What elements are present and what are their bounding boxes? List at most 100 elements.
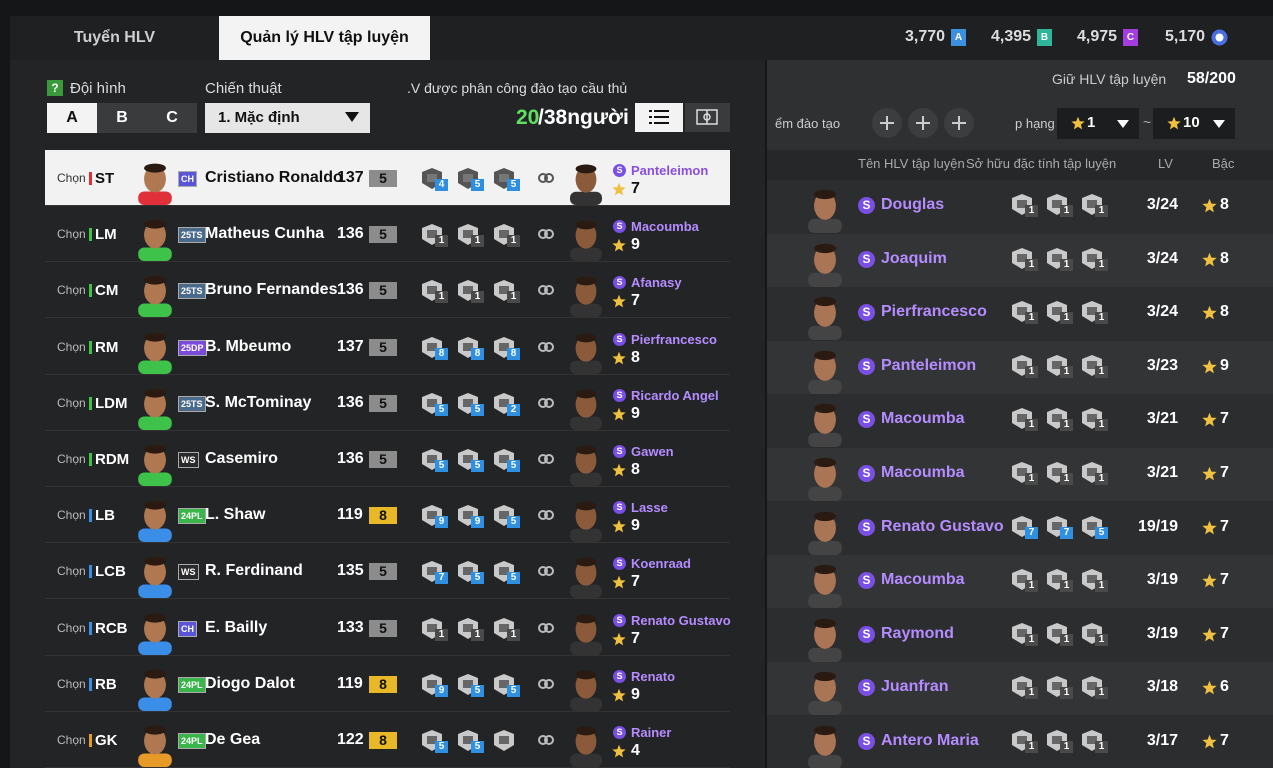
select-label[interactable]: Chọn [57, 733, 86, 747]
formation-button[interactable]: B [97, 103, 147, 133]
season-badge: 24PL [178, 508, 206, 525]
select-label[interactable]: Chọn [57, 620, 86, 635]
class-badge: S [858, 197, 875, 214]
player-row[interactable] [45, 543, 730, 600]
position: RM [95, 338, 119, 356]
coach-lv: 3/24 [1146, 249, 1178, 267]
coach-grade: 7 [631, 629, 640, 647]
coach-name: Afanasy [631, 275, 682, 291]
player-row[interactable] [45, 206, 730, 263]
trait-level: 1 [1060, 205, 1073, 217]
star-icon [612, 238, 626, 252]
coach-grade: 6 [1220, 678, 1229, 696]
level-badge: 5 [369, 394, 397, 412]
class-badge: S [613, 669, 626, 683]
label: Chiến thuật [205, 80, 282, 97]
star-icon [1202, 627, 1217, 642]
currency-amount: 4,975 [1077, 28, 1118, 45]
tab[interactable]: Tuyển HLV [73, 29, 156, 46]
rank-value: 10 [1183, 114, 1200, 131]
trait-level: 1 [1060, 741, 1073, 753]
player-row[interactable] [45, 319, 730, 375]
help-icon[interactable]: ? [47, 80, 63, 96]
select-label[interactable]: Chọn [57, 564, 86, 579]
formation-button[interactable]: A [47, 103, 97, 133]
star-icon [1202, 681, 1217, 695]
trait-level: 7 [1025, 526, 1038, 539]
star-icon [612, 688, 626, 702]
season-badge: WS [178, 564, 199, 581]
player-ovr: 136 [337, 450, 364, 467]
trait-level: 1 [435, 235, 448, 248]
trait-level: 1 [1060, 633, 1073, 646]
select-label[interactable]: Chọn [57, 452, 86, 466]
player-ovr: 122 [337, 731, 364, 748]
star-icon [612, 295, 626, 308]
player-ovr: 135 [337, 562, 364, 580]
player-row[interactable] [45, 487, 730, 544]
position-bar [89, 734, 92, 747]
position-bar [89, 509, 92, 523]
player-ovr: 133 [337, 618, 364, 636]
coach-name: Renato Gustavo [631, 612, 731, 628]
level-badge: 5 [369, 619, 397, 637]
player-row[interactable] [45, 431, 730, 487]
tactic-dropdown[interactable]: 1. Mặc định [205, 103, 370, 133]
player-ovr: 136 [337, 393, 364, 411]
select-label[interactable]: Chọn [57, 171, 86, 185]
avatar [808, 618, 842, 662]
select-label[interactable]: Chọn [57, 508, 86, 523]
select-label[interactable]: Chọn [57, 339, 86, 354]
trait-level: 1 [1025, 687, 1038, 700]
coach-lv: 3/18 [1146, 678, 1178, 696]
plus-icon [952, 116, 966, 130]
currency-icon: B [1037, 29, 1052, 46]
select-label[interactable]: Chọn [57, 227, 86, 242]
select-label[interactable]: Chọn [57, 395, 86, 410]
trait-level: 5 [471, 684, 484, 697]
pitch-icon [696, 109, 718, 125]
avatar [808, 457, 842, 501]
season-badge: 25DP [178, 339, 207, 356]
formation-button[interactable]: C [147, 103, 197, 133]
player-row[interactable] [45, 375, 730, 431]
coach-name: Ricardo Angel [631, 387, 719, 403]
coach-grade: 9 [631, 685, 640, 703]
trait-level: 1 [1025, 419, 1038, 432]
currency-icon [1211, 29, 1228, 46]
avatar [138, 613, 172, 655]
coach-grade: 9 [1220, 356, 1229, 374]
player-name: De Gea [205, 731, 261, 748]
trait-level: 1 [1025, 312, 1038, 325]
avatar [570, 333, 602, 374]
trait-level: 1 [507, 235, 520, 248]
class-badge: S [613, 726, 626, 739]
tab-active[interactable]: Quản lý HLV tập luyện [219, 16, 430, 60]
player-row[interactable] [45, 600, 730, 656]
avatar [138, 725, 172, 767]
coach-name: Antero Maria [881, 732, 979, 749]
star-icon [612, 407, 626, 421]
trait-level: 5 [435, 741, 448, 753]
position: LDM [95, 394, 128, 412]
player-row[interactable] [45, 656, 730, 712]
player-name: B. Mbeumo [205, 337, 292, 355]
select-label[interactable]: Chọn [57, 283, 86, 298]
player-row[interactable] [45, 262, 730, 319]
player-ovr: 137 [337, 169, 364, 186]
link-icon [538, 229, 554, 240]
trait-level: 1 [1095, 687, 1108, 700]
trait-level: 1 [1095, 205, 1108, 217]
season-badge: 25TS [178, 283, 206, 300]
coach-name: Rainer [631, 725, 672, 740]
star-icon [612, 351, 626, 364]
avatar [808, 404, 842, 448]
trait-level: 7 [435, 572, 448, 585]
select-label[interactable]: Chọn [57, 676, 86, 691]
coach-name: Gawen [631, 444, 674, 459]
player-ovr: 119 [337, 506, 363, 524]
avatar [138, 332, 172, 374]
trait-level: 8 [435, 347, 448, 360]
level-badge: 5 [369, 563, 397, 581]
season-badge: 25TS [178, 227, 206, 244]
